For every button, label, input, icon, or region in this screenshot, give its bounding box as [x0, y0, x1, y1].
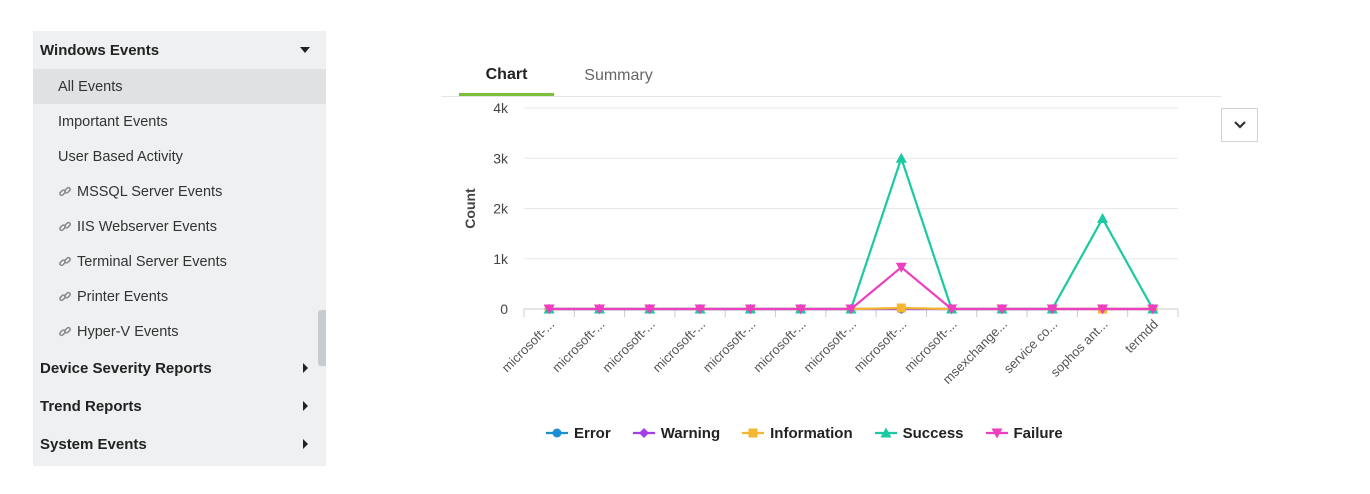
- sidebar-item-important-events[interactable]: Important Events: [33, 104, 326, 139]
- point-failure: [895, 262, 907, 273]
- x-tick-label: microsoft-...: [851, 317, 910, 376]
- legend-item-information[interactable]: Information: [742, 425, 853, 442]
- legend-marker-information-icon: [742, 428, 765, 438]
- x-tick-label: termdd: [1122, 317, 1161, 356]
- series-line-success: [549, 154, 1154, 311]
- sidebar-group-windows-events[interactable]: Windows Events: [33, 31, 326, 69]
- legend-marker-failure-icon: [985, 428, 1008, 439]
- sidebar-item-all-events[interactable]: All Events: [33, 69, 326, 104]
- point-failure: [694, 304, 706, 315]
- point-information: [896, 303, 906, 313]
- point-success: [1097, 213, 1109, 224]
- caret-right-icon: [303, 401, 308, 411]
- y-axis-label: Count: [462, 188, 478, 229]
- point-failure: [1097, 304, 1109, 315]
- y-tick-label: 4k: [493, 100, 509, 116]
- sidebar-group-trend-reports[interactable]: Trend Reports: [33, 387, 326, 425]
- y-tick-label: 1k: [493, 251, 509, 267]
- group-label: Windows Events: [40, 41, 160, 59]
- item-label: Hyper-V Events: [77, 323, 179, 340]
- x-tick-label: microsoft-...: [800, 317, 859, 376]
- item-label: MSSQL Server Events: [77, 183, 223, 200]
- tab-summary[interactable]: Summary: [584, 66, 653, 84]
- legend-marker-success-icon: [874, 427, 897, 438]
- chart-options-dropdown[interactable]: [1221, 108, 1258, 142]
- x-tick-label: microsoft-...: [700, 317, 759, 376]
- sidebar-item-iis-webserver-events[interactable]: IIS Webserver Events: [33, 209, 326, 244]
- item-label: Printer Events: [77, 288, 169, 305]
- item-label: Terminal Server Events: [77, 253, 227, 270]
- sidebar-item-printer-events[interactable]: Printer Events: [33, 279, 326, 314]
- tab-chart[interactable]: Chart: [459, 56, 554, 96]
- point-failure: [543, 304, 555, 315]
- item-label: User Based Activity: [58, 148, 183, 165]
- sidebar: Windows Events All Events Important Even…: [33, 31, 326, 466]
- sidebar-collapse-handle[interactable]: [318, 310, 326, 366]
- link-icon: [59, 221, 71, 231]
- item-label: IIS Webserver Events: [77, 218, 217, 235]
- x-tick-label: microsoft-...: [599, 317, 658, 376]
- legend-marker-error-icon: [546, 428, 568, 438]
- item-label: Important Events: [58, 113, 168, 130]
- legend-label: Warning: [660, 424, 721, 442]
- point-failure: [644, 304, 656, 315]
- point-failure: [744, 304, 756, 315]
- link-icon: [59, 291, 71, 301]
- link-icon: [59, 256, 71, 266]
- y-tick-label: 2k: [493, 201, 509, 217]
- group-label: Device Severity Reports: [40, 359, 212, 377]
- tab-bar: Chart Summary: [441, 56, 1221, 97]
- point-failure: [1147, 304, 1159, 315]
- sidebar-item-mssql-server-events[interactable]: MSSQL Server Events: [33, 174, 326, 209]
- y-tick-label: 0: [500, 301, 508, 317]
- x-tick-label: microsoft-...: [549, 317, 608, 376]
- sidebar-item-user-based-activity[interactable]: User Based Activity: [33, 139, 326, 174]
- sidebar-item-terminal-server-events[interactable]: Terminal Server Events: [33, 244, 326, 279]
- legend-item-warning[interactable]: Warning: [632, 424, 721, 442]
- y-tick-label: 3k: [493, 150, 509, 166]
- legend-label: Error: [574, 424, 611, 442]
- caret-down-icon: [300, 47, 310, 53]
- point-failure: [1046, 304, 1058, 315]
- sidebar-group-device-severity-reports[interactable]: Device Severity Reports: [33, 349, 326, 387]
- caret-right-icon: [303, 439, 308, 449]
- legend-item-failure[interactable]: Failure: [985, 424, 1063, 442]
- line-chart: 01k2k3k4kCountmicrosoft-...microsoft-...…: [462, 100, 1179, 387]
- x-tick-label: microsoft-...: [750, 317, 809, 376]
- chevron-down-icon: [1233, 121, 1246, 129]
- item-label: All Events: [58, 78, 123, 95]
- point-failure: [795, 304, 807, 315]
- point-failure: [593, 304, 605, 315]
- group-label: System Events: [40, 435, 147, 453]
- point-failure: [996, 304, 1008, 315]
- legend-item-success[interactable]: Success: [874, 424, 964, 442]
- point-failure: [946, 304, 958, 315]
- caret-right-icon: [303, 363, 308, 373]
- legend-label: Information: [770, 424, 853, 442]
- sidebar-item-hyper-v-events[interactable]: Hyper-V Events: [33, 314, 326, 349]
- group-label: Trend Reports: [40, 397, 142, 415]
- x-tick-label: microsoft-...: [650, 317, 709, 376]
- sidebar-group-system-events[interactable]: System Events: [33, 425, 326, 463]
- link-icon: [59, 186, 71, 196]
- series-line-failure: [549, 265, 1153, 311]
- point-success: [895, 152, 907, 163]
- x-tick-label: microsoft-...: [499, 317, 558, 376]
- legend-marker-warning-icon: [632, 428, 655, 438]
- legend-label: Failure: [1013, 424, 1063, 442]
- link-icon: [59, 326, 71, 336]
- chart-legend: Error Warning Information Success Failure: [546, 422, 1085, 444]
- legend-item-error[interactable]: Error: [546, 425, 611, 442]
- point-failure: [845, 304, 857, 315]
- legend-label: Success: [902, 424, 964, 442]
